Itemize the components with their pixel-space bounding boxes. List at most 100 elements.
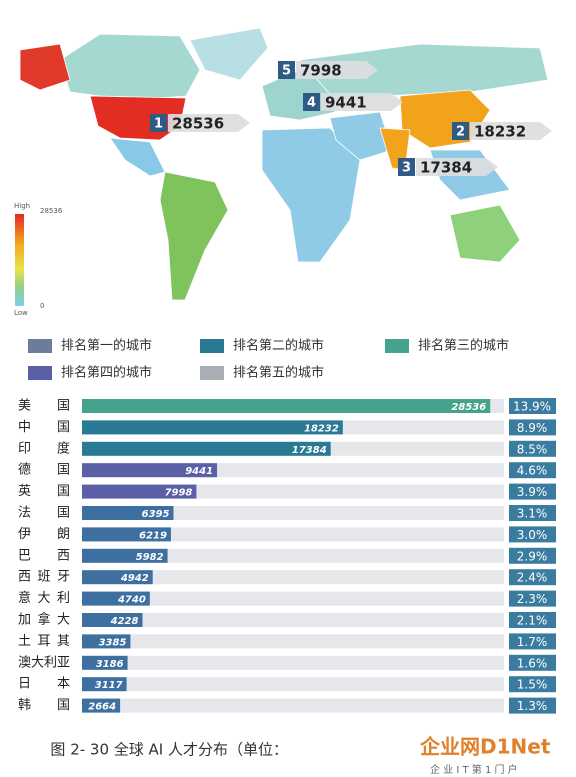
callout-rank: 4 <box>307 96 316 111</box>
caption: 图 2- 30 全球 AI 人才分布（单位： <box>50 741 288 759</box>
share-label: 1.6% <box>517 656 548 670</box>
callout-value: 9441 <box>325 94 367 112</box>
legend-swatch <box>200 366 224 380</box>
category-label: 法国 <box>18 506 70 521</box>
bar <box>82 591 150 606</box>
share-label: 3.1% <box>517 507 548 521</box>
callout-value: 18232 <box>474 123 526 141</box>
bar-value-label: 18232 <box>304 423 339 434</box>
bar <box>82 484 197 499</box>
category-label: 英国 <box>18 484 70 499</box>
legend-swatch <box>200 339 224 353</box>
share-box <box>509 612 556 628</box>
scale-high: High <box>14 202 30 210</box>
share-label: 3.9% <box>517 485 548 499</box>
share-label: 1.5% <box>517 678 548 692</box>
share-label: 3.0% <box>517 528 548 542</box>
share-box <box>509 569 556 586</box>
bar <box>82 527 171 542</box>
category-label: 巴西 <box>18 548 70 563</box>
category-label: 澳大利亚 <box>18 654 70 670</box>
bar <box>82 570 153 585</box>
callout-rank: 2 <box>456 125 465 140</box>
greenland <box>189 27 269 81</box>
bar-value-label: 5982 <box>136 552 164 563</box>
share-label: 2.4% <box>517 571 548 585</box>
south-america <box>159 171 229 301</box>
share-label: 8.9% <box>517 421 548 435</box>
bar-track <box>82 677 504 692</box>
bar-value-label: 3186 <box>96 659 124 670</box>
callout-arrow <box>321 93 403 111</box>
category-label: 意大利 <box>18 590 70 606</box>
bar <box>82 655 128 670</box>
legend-label: 排名第五的城市 <box>233 365 324 381</box>
bar-track <box>82 698 504 713</box>
share-box <box>509 440 556 457</box>
bar-value-label: 3117 <box>95 680 123 691</box>
bar-value-label: 3385 <box>99 637 127 648</box>
bar-value-label: 2664 <box>88 702 116 713</box>
category-label: 韩国 <box>18 698 70 713</box>
category-label: 土耳其 <box>18 634 70 649</box>
callout-value: 7998 <box>300 62 342 80</box>
watermark-logo: 企业网D1Net <box>419 735 551 759</box>
bar <box>82 399 491 413</box>
bar-track <box>82 634 504 649</box>
bar <box>82 506 174 520</box>
bar <box>82 613 143 627</box>
watermark-tagline: 企 业 I T 第 1 门 户 <box>430 763 518 776</box>
scale-min: 0 <box>40 302 44 310</box>
bar-value-label: 17384 <box>292 445 327 456</box>
callout-rank: 3 <box>402 161 411 176</box>
callout-rank-box <box>150 114 167 132</box>
bar-value-label: 9441 <box>185 466 213 477</box>
bar-value-label: 4740 <box>117 595 146 606</box>
bar-track <box>82 548 504 563</box>
bar-value-label: 4942 <box>120 573 149 584</box>
middle-east <box>329 111 393 161</box>
category-label: 美国 <box>18 399 70 414</box>
legend-swatch <box>385 339 409 353</box>
bar-track <box>82 591 504 606</box>
alaska <box>19 43 71 91</box>
callout-arrow <box>470 122 552 140</box>
scale-max: 28536 <box>40 207 63 215</box>
bar-value-label: 6395 <box>142 509 170 520</box>
bar-value-label: 4228 <box>110 616 139 627</box>
legend-label: 排名第二的城市 <box>233 338 324 354</box>
callout-rank-box <box>398 158 415 176</box>
bar <box>82 420 343 435</box>
share-box <box>509 633 556 650</box>
category-label: 西班牙 <box>18 570 70 585</box>
bar <box>82 634 131 649</box>
share-box <box>509 505 556 521</box>
share-box <box>509 590 556 607</box>
share-label: 4.6% <box>517 464 548 478</box>
callout-rank-box <box>278 61 295 79</box>
share-box <box>509 697 556 714</box>
australia <box>449 204 521 263</box>
canada <box>59 33 201 99</box>
share-box <box>509 676 556 693</box>
bar <box>82 463 218 478</box>
legend-label: 排名第四的城市 <box>61 365 152 381</box>
share-box <box>509 547 556 564</box>
bar-value-label: 28536 <box>451 402 486 413</box>
share-label: 8.5% <box>517 442 548 456</box>
category-label: 伊朗 <box>18 527 70 542</box>
callout-arrow <box>168 114 250 132</box>
callout-rank-box <box>303 93 320 111</box>
legend-swatch <box>28 366 52 380</box>
share-label: 1.3% <box>517 699 548 713</box>
share-box <box>509 483 556 500</box>
share-box <box>509 654 556 671</box>
category-label: 日本 <box>18 677 70 692</box>
callout-rank: 1 <box>154 117 163 132</box>
share-label: 13.9% <box>513 400 551 414</box>
bar-track <box>82 570 504 585</box>
color-scale <box>15 214 24 306</box>
central-america <box>109 137 166 177</box>
bar-value-label: 7998 <box>165 488 193 499</box>
